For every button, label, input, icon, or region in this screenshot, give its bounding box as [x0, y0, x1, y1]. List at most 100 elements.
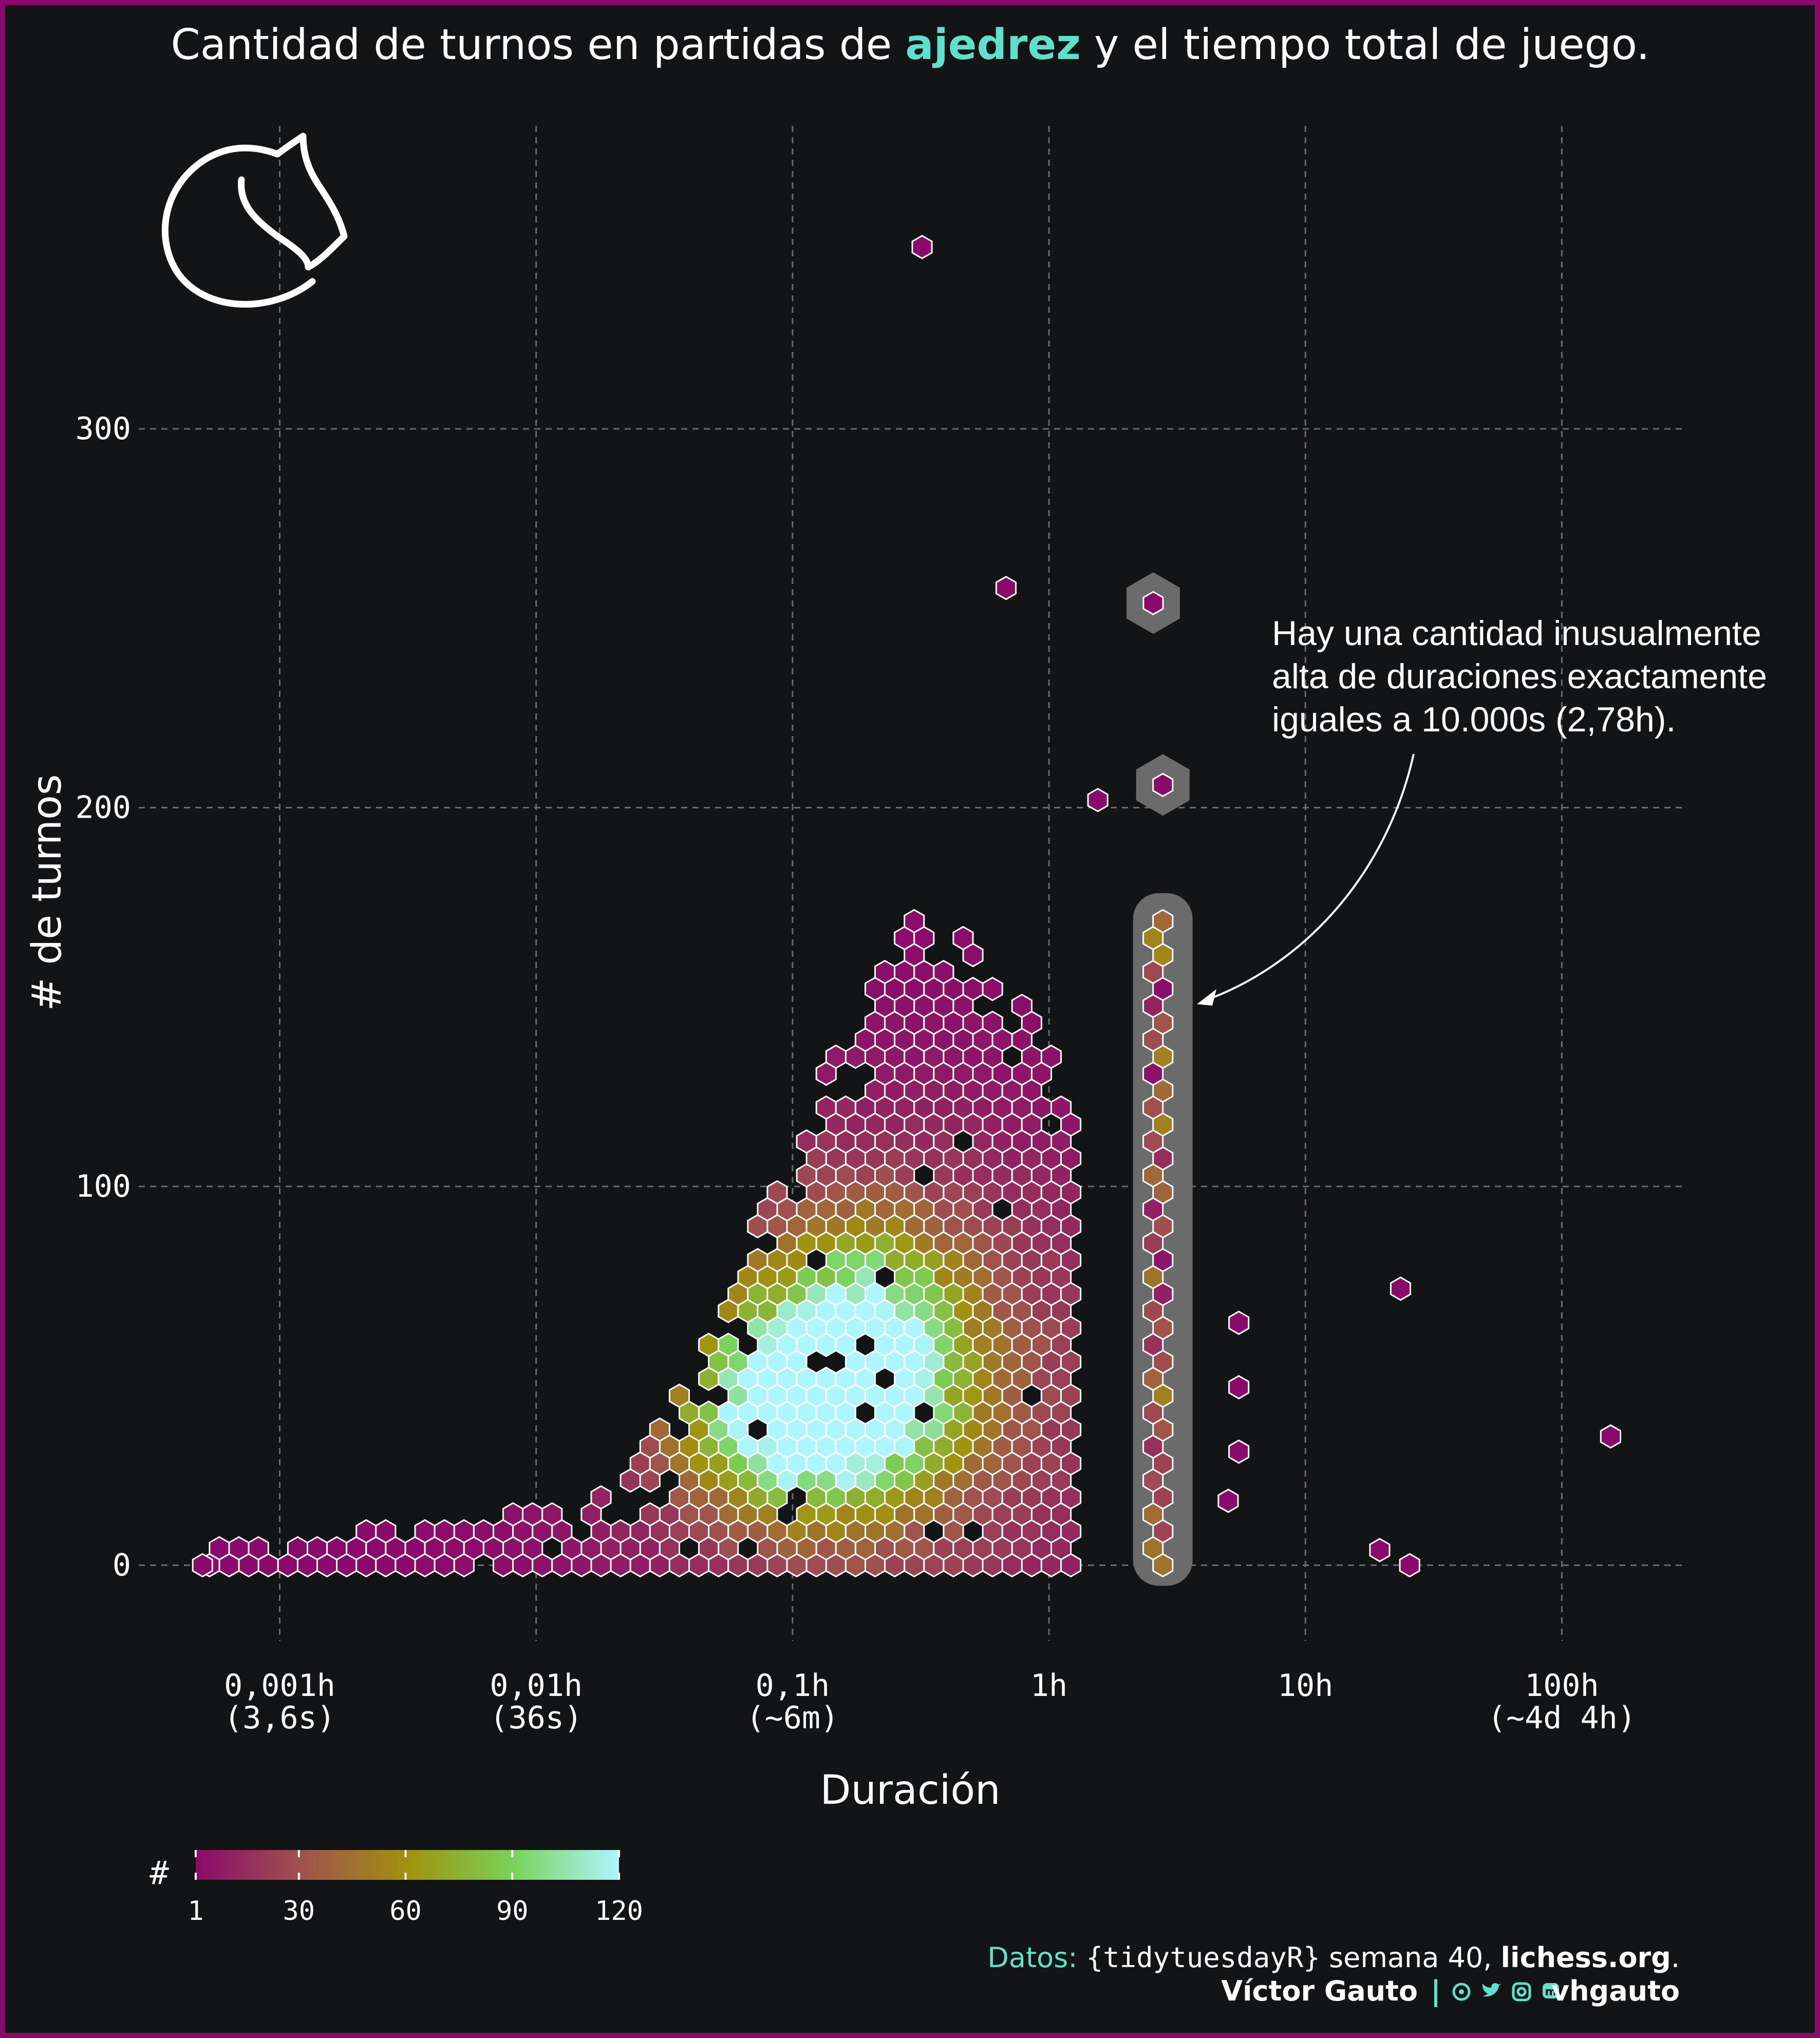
mastodon-icon[interactable]: m — [1543, 1983, 1559, 1998]
credits: Datos: {tidytuesdayR} semana 40, lichess… — [987, 1941, 1680, 2007]
hex-cell — [522, 1502, 543, 1527]
legend-tick-label: 1 — [187, 1896, 203, 1927]
hex-cell-outlier — [1228, 1310, 1250, 1335]
hex-cell-outlier — [1369, 1538, 1391, 1562]
hex-cell — [326, 1536, 348, 1561]
hex-cell — [1011, 993, 1033, 1018]
hex-cell-outlier — [1228, 1439, 1250, 1464]
annotation-arrowhead — [1197, 989, 1216, 1006]
legend-colorbar — [196, 1850, 619, 1880]
x-axis-title: Duración — [820, 1767, 1000, 1814]
hex-cell — [590, 1485, 612, 1510]
x-tick-label: 0,01h — [490, 1668, 583, 1704]
x-tick-label: 10h — [1278, 1668, 1333, 1704]
hex-cell-outlier — [1600, 1424, 1621, 1449]
y-axis-title: # de turnos — [24, 775, 70, 1011]
legend-title: # — [149, 1854, 169, 1892]
lichess-knight-icon — [161, 133, 348, 308]
annotation-arrow — [1202, 753, 1415, 1003]
legend-tick-label: 60 — [389, 1896, 422, 1927]
svg-text:m: m — [1545, 1986, 1557, 1998]
hex-cell — [952, 926, 974, 951]
hex-cell — [747, 1248, 768, 1273]
hex-cell — [835, 1095, 856, 1120]
hex-cell — [375, 1519, 397, 1544]
hexbin-cells — [192, 235, 1621, 1578]
github-icon[interactable] — [1452, 1983, 1471, 2001]
hex-cell-highlight — [1152, 772, 1174, 798]
credits-author: Víctor Gauto — [1221, 1975, 1418, 2007]
x-tick-sublabel: (3,6s) — [224, 1700, 335, 1736]
x-tick-label: 0,1h — [756, 1668, 830, 1704]
hex-cell — [209, 1536, 230, 1561]
credits-separator: | — [1431, 1975, 1441, 2007]
hex-cell — [639, 1502, 661, 1527]
hex-cell — [874, 959, 896, 985]
annotation-line: alta de duraciones exactamente — [1272, 657, 1767, 696]
y-tick-label: 0 — [112, 1548, 131, 1583]
x-tick-sublabel: (~4d 4h) — [1488, 1700, 1636, 1736]
legend-tick-label: 90 — [496, 1896, 529, 1927]
hex-cell — [434, 1519, 455, 1544]
hex-cell — [668, 1383, 690, 1408]
annotation-line: Hay una cantidad inusualmente — [1272, 614, 1761, 653]
annotation-line: iguales a 10.000s (2,78h). — [1272, 700, 1676, 739]
hex-cell — [287, 1536, 308, 1561]
hex-cell — [933, 959, 954, 985]
hex-cell — [228, 1536, 250, 1561]
credits-handle: vhgauto — [1551, 1975, 1680, 2007]
hex-cell — [815, 1095, 837, 1120]
hex-cell-highlight — [1152, 909, 1174, 934]
axes: 0 100 200 300 0,001h(3,6s) 0,01h(36s) 0,1h(~6m… — [24, 411, 1636, 1814]
hex-cell — [698, 1400, 720, 1425]
hex-cell — [982, 976, 1003, 1002]
x-tick-sublabel: (~6m) — [746, 1700, 839, 1736]
legend-tick-label: 120 — [595, 1896, 643, 1927]
hex-cell — [718, 1332, 739, 1357]
hex-cell — [796, 1129, 817, 1154]
y-tick-label: 100 — [76, 1168, 131, 1204]
color-legend: # 1 30 60 90 120 — [149, 1850, 643, 1927]
hex-cell-outlier — [1087, 787, 1109, 813]
legend-tick-label: 30 — [283, 1896, 315, 1927]
chart-title: Cantidad de turnos en partidas de ajedre… — [171, 21, 1649, 69]
hex-cell-outlier — [1390, 1276, 1411, 1301]
y-tick-label: 300 — [76, 411, 131, 447]
hex-cell — [1040, 1044, 1062, 1069]
hex-cell — [766, 1180, 788, 1205]
hex-cell — [649, 1417, 670, 1442]
hex-cell-outlier — [995, 576, 1017, 600]
hex-cell — [307, 1536, 328, 1561]
hex-cell — [698, 1332, 720, 1357]
hex-cell-highlight — [1142, 591, 1164, 615]
twitter-icon[interactable] — [1482, 1983, 1502, 1997]
hex-cell — [473, 1519, 494, 1544]
x-tick-sublabel: (36s) — [490, 1700, 583, 1736]
instagram-icon[interactable] — [1512, 1982, 1531, 2002]
hex-cell — [1050, 1095, 1072, 1120]
hex-cell — [815, 1366, 837, 1391]
x-tick-label: 100h — [1525, 1668, 1599, 1704]
hex-cell-outlier — [911, 235, 933, 259]
annotation: Hay una cantidad inusualmente alta de du… — [1197, 614, 1767, 1006]
hex-cell — [502, 1502, 524, 1527]
x-tick-label: 0,001h — [224, 1668, 335, 1704]
y-tick-label: 200 — [76, 790, 131, 826]
credits-source: Datos: {tidytuesdayR} semana 40, lichess… — [987, 1941, 1680, 1974]
hex-cell — [541, 1502, 563, 1527]
x-tick-label: 1h — [1030, 1668, 1067, 1704]
hex-cell-outlier — [1217, 1488, 1239, 1513]
hex-cell — [904, 909, 925, 934]
hex-cell-outlier — [1228, 1375, 1250, 1400]
hex-cell-outlier — [192, 1553, 213, 1578]
hex-cell — [414, 1519, 436, 1544]
hex-cell — [610, 1519, 631, 1544]
hex-cell — [355, 1519, 377, 1544]
hex-cell — [962, 976, 984, 1002]
hex-cell — [248, 1536, 269, 1561]
hex-cell-outlier — [1399, 1553, 1420, 1578]
hex-cell — [453, 1519, 475, 1544]
hex-cell — [825, 1044, 847, 1069]
hex-cell — [982, 1010, 1003, 1035]
